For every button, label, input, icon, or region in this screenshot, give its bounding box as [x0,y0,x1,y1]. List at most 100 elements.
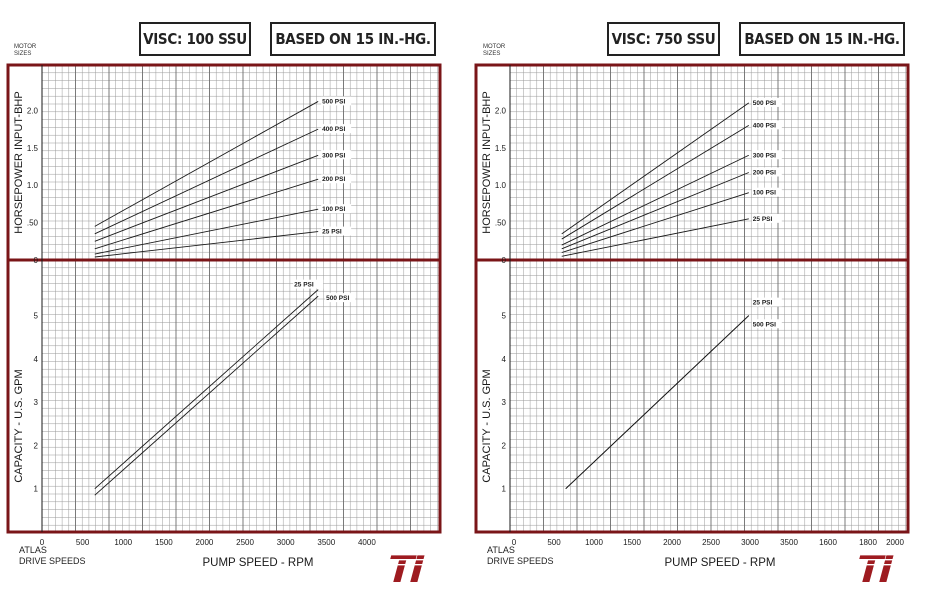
x-tick-label: 1000 [114,538,132,547]
x-tick-label: 2500 [236,538,254,547]
series-label-bg [325,293,356,303]
hp-series-line [94,128,319,235]
motor-label-line: SIZES [14,51,32,57]
hp-series-label: 200 PSI [322,176,345,183]
x-tick-label: 1600 [819,538,837,547]
y-tick-label: 0 [34,256,39,265]
series-label-bg [321,150,352,160]
hp-series-line [561,172,749,250]
motor-sizes-label-right: MOTOR SIZES [483,44,505,58]
x-tick-label: 3500 [317,538,335,547]
chart-frame [6,63,442,534]
series-label-bg [751,167,782,177]
hp-series-label: 400 PSI [753,122,776,129]
hp-series-line [94,231,319,258]
y-tick-label: 5 [34,312,39,321]
motor-sizes-label-left: MOTOR SIZES [14,44,36,58]
hp-series-line [561,154,749,246]
hp-series-line [561,124,750,240]
logo-stripe [391,554,436,556]
ti-logo: TI [850,548,905,592]
series-label-bg [751,120,782,130]
logo-stripe [389,559,435,561]
basis-label-left: BASED ON 15 IN.-HG. [270,22,436,56]
gpm-series-label: 25 PSI [753,300,773,307]
gpm-series-line [565,315,750,490]
logo-stripe [388,564,433,566]
x-tick-label: 500 [76,538,90,547]
y-tick-label: 0 [502,256,507,265]
gpm-series-line [94,295,319,496]
y-axis-title-hp: HORSEPOWER INPUT-BHP [13,91,25,233]
y-tick-label: 4 [502,355,507,364]
atlas-drive-speeds-left: ATLAS DRIVE SPEEDS [19,545,86,567]
x-tick-label: 500 [547,538,561,547]
hp-series-line [94,154,319,242]
viscosity-label-right: VISC: 750 SSU [607,22,720,56]
ti-logo: TI [381,548,436,592]
y-tick-label: 1 [34,485,39,494]
logo-stripe [860,554,905,556]
y-tick-label: 5 [502,312,507,321]
atlas-label-line: ATLAS [487,545,515,555]
y-tick-label: 1.5 [27,144,39,153]
x-tick-label: 2000 [663,538,681,547]
x-tick-label: 3000 [741,538,759,547]
hp-series-label: 25 PSI [753,216,773,223]
x-tick-label: 0 [40,538,45,547]
y-tick-label: 1.0 [27,181,39,190]
grid [509,64,908,532]
y-axis-title-gpm: CAPACITY - U.S. GPM [481,369,493,482]
x-tick-label: 1500 [623,538,641,547]
atlas-label-line: DRIVE SPEEDS [487,556,554,566]
x-tick-label: 3500 [780,538,798,547]
hp-series-label: 300 PSI [322,152,345,159]
logo-stripe [858,559,904,561]
hp-series-label: 100 PSI [753,190,776,197]
motor-label-line: MOTOR [14,44,37,50]
hp-series-label: 500 PSI [753,100,776,107]
y-axis-title-gpm: CAPACITY - U.S. GPM [13,369,25,482]
x-tick-label: 1800 [859,538,877,547]
y-tick-label: .50 [27,219,39,228]
gpm-series-line [94,289,319,490]
hp-series-label: 25 PSI [322,229,342,236]
hp-series-label: 300 PSI [753,152,776,159]
y-tick-label: .50 [495,219,507,228]
motor-label-line: SIZES [483,51,501,57]
y-tick-label: 1.5 [495,144,507,153]
atlas-label-line: DRIVE SPEEDS [19,556,86,566]
y-tick-label: 2.0 [495,106,507,115]
hp-series-line [94,101,319,227]
series-label-bg [321,174,352,184]
y-axis-title-hp: HORSEPOWER INPUT-BHP [481,91,493,233]
series-label-bg [321,204,352,214]
y-tick-label: 1 [502,485,507,494]
hp-series-line [94,178,319,250]
series-label-bg [751,187,782,197]
hp-series-label: 400 PSI [322,126,345,133]
x-tick-label: 0 [512,538,517,547]
motor-label-line: MOTOR [483,44,506,50]
hp-series-line [561,218,749,257]
series-label-bg [321,96,352,106]
gpm-series-label: 25 PSI [294,282,314,289]
y-tick-label: 3 [502,398,507,407]
series-label-bg [751,319,782,329]
hp-series-label: 200 PSI [753,169,776,176]
y-tick-label: 4 [34,355,39,364]
x-tick-label: 3000 [277,538,295,547]
gpm-series-label: 500 PSI [753,321,776,328]
y-tick-label: 3 [34,398,39,407]
logo-stripe [857,564,902,566]
series-label-bg [293,279,324,289]
y-tick-label: 2.0 [27,106,39,115]
y-tick-label: 2 [34,441,39,450]
x-tick-label: 1000 [585,538,603,547]
x-tick-label: 2000 [886,538,904,547]
x-tick-label: 2000 [196,538,214,547]
hp-series-label: 100 PSI [322,206,345,213]
gpm-series-label: 500 PSI [326,295,349,302]
